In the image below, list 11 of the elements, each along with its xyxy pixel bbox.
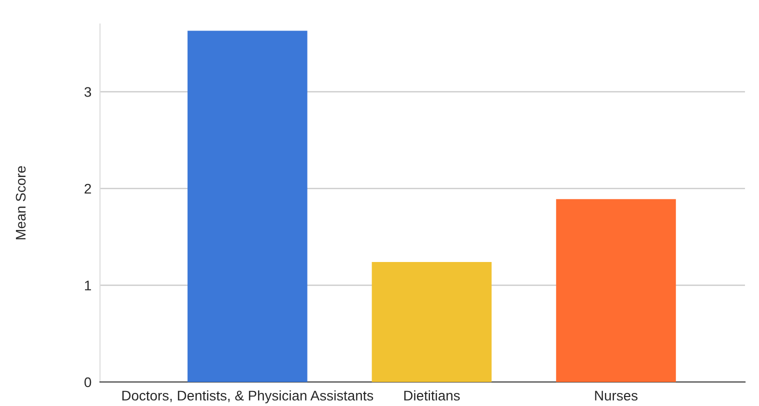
y-tick-label: 3 — [84, 87, 92, 97]
y-tick-label: 1 — [85, 280, 91, 290]
bar — [372, 262, 492, 382]
x-tick-label: Nurses — [595, 390, 638, 401]
y-tick-label: 0 — [84, 377, 92, 388]
y-axis-title: Mean Score — [16, 166, 26, 240]
y-tick-label: 2 — [84, 184, 91, 194]
bar — [556, 199, 676, 382]
x-tick-label: Doctors, Dentists, & Physician Assistants — [122, 390, 374, 404]
x-tick-label: Dietitians — [404, 390, 460, 401]
bar — [188, 30, 308, 382]
